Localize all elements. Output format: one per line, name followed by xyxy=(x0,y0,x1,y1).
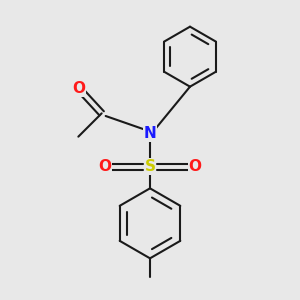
Text: O: O xyxy=(188,159,202,174)
Text: O: O xyxy=(98,159,112,174)
Text: S: S xyxy=(145,159,155,174)
Text: O: O xyxy=(72,81,85,96)
Text: N: N xyxy=(144,126,156,141)
